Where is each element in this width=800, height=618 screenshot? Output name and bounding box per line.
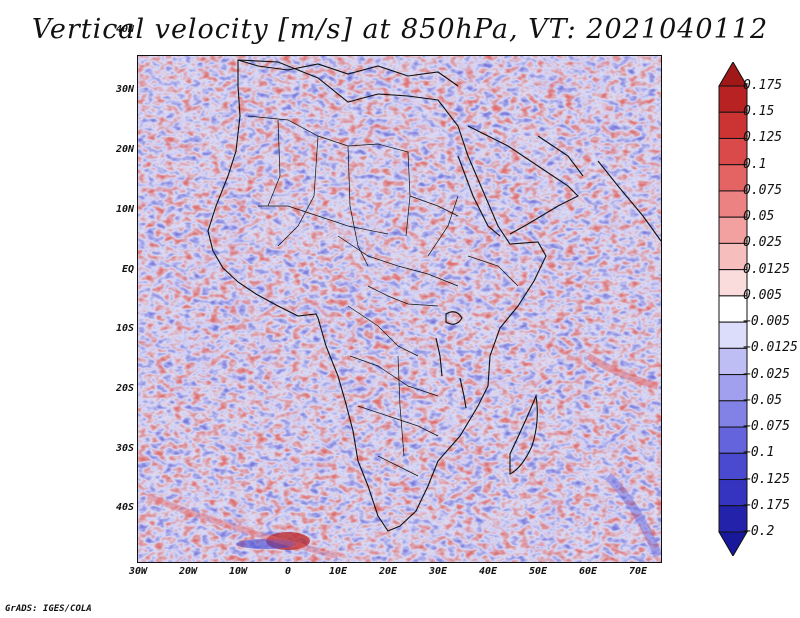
- lon-tick: 20E: [378, 566, 398, 577]
- map-title: Vertical velocity [m/s] at 850hPa, VT: 2…: [31, 14, 769, 45]
- madagascar-coast: [509, 393, 538, 475]
- colorbar-label: 0.125: [743, 130, 783, 146]
- colorbar-label: −0.175: [743, 497, 790, 513]
- colorbar-box: [718, 505, 748, 533]
- lake-malawi: [459, 377, 467, 409]
- colorbar-label: −0.2: [743, 524, 775, 539]
- africa-coastline: [207, 59, 547, 532]
- colorbar-box: [718, 400, 748, 428]
- colorbar-label: −0.1: [743, 445, 775, 461]
- colorbar-box: [718, 347, 748, 376]
- colorbar-label: 0.175: [743, 78, 783, 93]
- colorbar-label: −0.125: [743, 471, 790, 487]
- colorbar-label: −0.0125: [743, 340, 798, 356]
- colorbar-box: [718, 164, 748, 192]
- colorbar-label: −0.025: [743, 366, 790, 382]
- colorbar-label: 0.025: [743, 235, 783, 251]
- coastlines: [207, 59, 661, 532]
- persian-gulf: [537, 135, 584, 177]
- map-panel[interactable]: [137, 55, 662, 563]
- colorbar-box: [718, 216, 748, 244]
- colorbar: [718, 62, 748, 556]
- colorbar-label: −0.075: [743, 419, 790, 435]
- colorbar-box: [718, 426, 748, 454]
- grads-credit: GrADS: IGES/COLA: [5, 604, 92, 614]
- arabian-peninsula: [467, 125, 579, 235]
- india-coast: [597, 160, 661, 242]
- colorbar-label: 0.15: [743, 104, 775, 120]
- lon-tick: 30W: [128, 566, 148, 577]
- lon-tick: 60E: [578, 566, 598, 577]
- lon-tick: 10E: [328, 566, 348, 577]
- lon-tick: 0: [284, 566, 292, 577]
- colorbar-box: [718, 295, 748, 323]
- lat-tick: EQ: [121, 264, 134, 275]
- colorbar-label: −0.005: [743, 314, 790, 330]
- lon-tick: 40E: [478, 566, 498, 577]
- colorbar-label: 0.005: [743, 287, 783, 303]
- colorbar-label: 0.05: [743, 209, 775, 225]
- colorbar-label: 0.075: [743, 182, 783, 198]
- colorbar-label: 0.0125: [743, 261, 790, 277]
- lat-tick: 40N: [115, 24, 134, 35]
- lat-tick: 10N: [115, 204, 134, 215]
- lat-tick: 30N: [115, 84, 134, 95]
- colorbar-box: [718, 321, 748, 349]
- lake-victoria: [445, 311, 463, 325]
- fine-scale-pattern: [138, 56, 661, 562]
- colorbar-label: −0.05: [743, 392, 783, 408]
- mediterranean-north: [237, 59, 459, 87]
- lat-tick: 10S: [115, 323, 134, 334]
- lake-tanganyika: [435, 337, 443, 377]
- lon-tick: 30E: [428, 566, 448, 577]
- red-sea: [457, 155, 501, 237]
- lat-tick: 20N: [115, 144, 134, 155]
- country-borders: [247, 115, 519, 477]
- colorbar-box: [718, 269, 748, 297]
- colorbar-box: [718, 111, 748, 139]
- vertical-velocity-field: [138, 56, 661, 562]
- colorbar-box: [718, 479, 748, 507]
- lat-tick: 40S: [115, 502, 134, 513]
- colorbar-box: [718, 242, 748, 271]
- lon-tick: 20W: [178, 566, 198, 577]
- colorbar-label: 0.1: [743, 156, 767, 172]
- lon-tick: 50E: [528, 566, 548, 577]
- colorbar-box: [718, 85, 748, 113]
- lon-tick: 10W: [228, 566, 248, 577]
- strong-features: [146, 353, 661, 559]
- lon-tick: 70E: [628, 566, 648, 577]
- lat-tick: 20S: [115, 383, 134, 394]
- colorbar-bottom-arrow: [718, 531, 748, 556]
- lat-tick: 30S: [115, 443, 134, 454]
- colorbar-box: [718, 374, 748, 402]
